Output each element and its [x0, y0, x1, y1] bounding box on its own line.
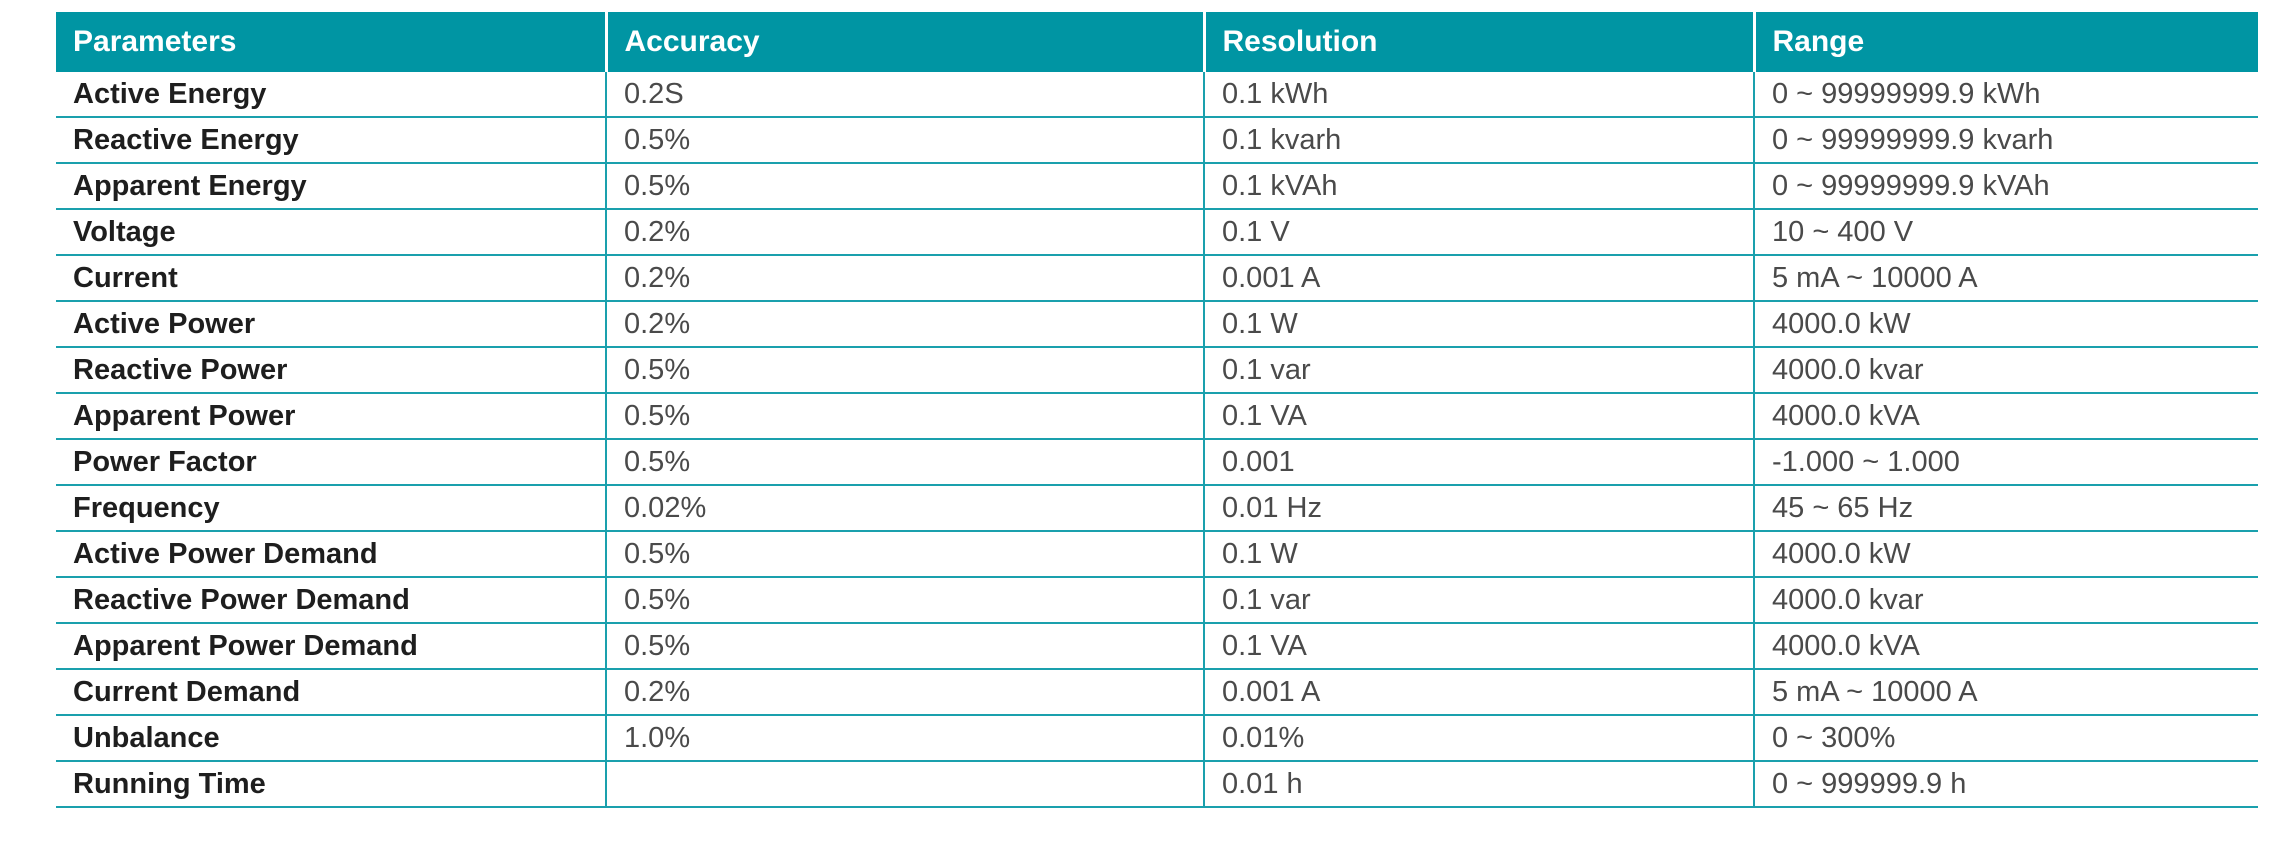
cell-resolution: 0.1 kWh [1203, 72, 1754, 118]
cell-range: 4000.0 kVA [1753, 393, 2258, 440]
spec-table-container: Parameters Accuracy Resolution Range Act… [56, 12, 2258, 808]
cell-parameter: Current Demand [56, 669, 606, 716]
cell-resolution: 0.1 VA [1203, 393, 1754, 440]
cell-range: 0 ~ 99999999.9 kVAh [1753, 163, 2258, 210]
table-header: Parameters Accuracy Resolution Range [56, 12, 2258, 72]
cell-resolution: 0.1 var [1203, 347, 1754, 394]
cell-accuracy: 0.2S [605, 72, 1204, 118]
cell-resolution: 0.01 Hz [1203, 485, 1754, 532]
cell-range: 4000.0 kW [1753, 531, 2258, 578]
cell-accuracy: 0.5% [605, 347, 1204, 394]
table-row: Reactive Power 0.5% 0.1 var 4000.0 kvar [56, 347, 2258, 394]
cell-resolution: 0.001 A [1203, 669, 1754, 716]
table-row: Reactive Power Demand 0.5% 0.1 var 4000.0 k… [56, 577, 2258, 624]
cell-parameter: Apparent Power [56, 393, 606, 440]
cell-parameter: Active Power [56, 301, 606, 348]
cell-parameter: Apparent Energy [56, 163, 606, 210]
cell-parameter: Reactive Power Demand [56, 577, 606, 624]
cell-range: 0 ~ 999999.9 h [1753, 761, 2258, 808]
cell-accuracy: 0.5% [605, 439, 1204, 486]
cell-resolution: 0.1 W [1203, 531, 1754, 578]
table-row: Apparent Power 0.5% 0.1 VA 4000.0 kVA [56, 393, 2258, 440]
table-row: Power Factor 0.5% 0.001 -1.000 ~ 1.000 [56, 439, 2258, 486]
cell-range: 4000.0 kvar [1753, 577, 2258, 624]
cell-accuracy: 0.5% [605, 117, 1204, 164]
cell-parameter: Unbalance [56, 715, 606, 762]
cell-accuracy: 0.2% [605, 301, 1204, 348]
cell-resolution: 0.001 A [1203, 255, 1754, 302]
cell-resolution: 0.01% [1203, 715, 1754, 762]
cell-parameter: Active Power Demand [56, 531, 606, 578]
cell-accuracy: 1.0% [605, 715, 1204, 762]
cell-range: 4000.0 kVA [1753, 623, 2258, 670]
cell-parameter: Voltage [56, 209, 606, 256]
cell-resolution: 0.1 VA [1203, 623, 1754, 670]
cell-accuracy: 0.2% [605, 255, 1204, 302]
cell-resolution: 0.1 kVAh [1203, 163, 1754, 210]
cell-parameter: Frequency [56, 485, 606, 532]
header-range: Range [1752, 12, 2258, 72]
cell-resolution: 0.001 [1203, 439, 1754, 486]
cell-resolution: 0.1 W [1203, 301, 1754, 348]
table-row: Apparent Power Demand 0.5% 0.1 VA 4000.0 kV… [56, 623, 2258, 670]
header-accuracy: Accuracy [604, 12, 1204, 72]
cell-resolution: 0.1 var [1203, 577, 1754, 624]
cell-parameter: Current [56, 255, 606, 302]
cell-parameter: Apparent Power Demand [56, 623, 606, 670]
cell-accuracy: 0.2% [605, 209, 1204, 256]
specifications-table: Parameters Accuracy Resolution Range Act… [56, 12, 2258, 808]
header-resolution: Resolution [1202, 12, 1754, 72]
cell-accuracy: 0.02% [605, 485, 1204, 532]
cell-range: 5 mA ~ 10000 A [1753, 255, 2258, 302]
table-row: Active Energy 0.2S 0.1 kWh 0 ~ 99999999.9 k… [56, 72, 2258, 118]
cell-parameter: Running Time [56, 761, 606, 808]
cell-range: 5 mA ~ 10000 A [1753, 669, 2258, 716]
cell-range: -1.000 ~ 1.000 [1753, 439, 2258, 486]
cell-range: 10 ~ 400 V [1753, 209, 2258, 256]
header-row: Parameters Accuracy Resolution Range [56, 12, 2258, 72]
cell-accuracy [605, 761, 1204, 808]
cell-accuracy: 0.5% [605, 393, 1204, 440]
cell-range: 0 ~ 99999999.9 kvarh [1753, 117, 2258, 164]
cell-parameter: Reactive Power [56, 347, 606, 394]
cell-range: 4000.0 kW [1753, 301, 2258, 348]
table-row: Apparent Energy 0.5% 0.1 kVAh 0 ~ 99999999.… [56, 163, 2258, 210]
cell-accuracy: 0.5% [605, 577, 1204, 624]
cell-accuracy: 0.5% [605, 531, 1204, 578]
table-row: Reactive Energy 0.5% 0.1 kvarh 0 ~ 99999999… [56, 117, 2258, 164]
table-body: Active Energy 0.2S 0.1 kWh 0 ~ 99999999.9 k… [56, 72, 2258, 808]
table-row: Unbalance 1.0% 0.01% 0 ~ 300% [56, 715, 2258, 762]
cell-range: 45 ~ 65 Hz [1753, 485, 2258, 532]
header-parameters: Parameters [56, 12, 606, 72]
cell-range: 0 ~ 99999999.9 kWh [1753, 72, 2258, 118]
cell-resolution: 0.01 h [1203, 761, 1754, 808]
cell-range: 0 ~ 300% [1753, 715, 2258, 762]
cell-parameter: Power Factor [56, 439, 606, 486]
cell-accuracy: 0.2% [605, 669, 1204, 716]
cell-accuracy: 0.5% [605, 163, 1204, 210]
table-row: Frequency 0.02% 0.01 Hz 45 ~ 65 Hz [56, 485, 2258, 532]
cell-accuracy: 0.5% [605, 623, 1204, 670]
cell-parameter: Reactive Energy [56, 117, 606, 164]
table-row: Active Power Demand 0.5% 0.1 W 4000.0 kW [56, 531, 2258, 578]
cell-resolution: 0.1 kvarh [1203, 117, 1754, 164]
cell-range: 4000.0 kvar [1753, 347, 2258, 394]
table-row: Active Power 0.2% 0.1 W 4000.0 kW [56, 301, 2258, 348]
cell-resolution: 0.1 V [1203, 209, 1754, 256]
table-row: Voltage 0.2% 0.1 V 10 ~ 400 V [56, 209, 2258, 256]
cell-parameter: Active Energy [56, 72, 606, 118]
